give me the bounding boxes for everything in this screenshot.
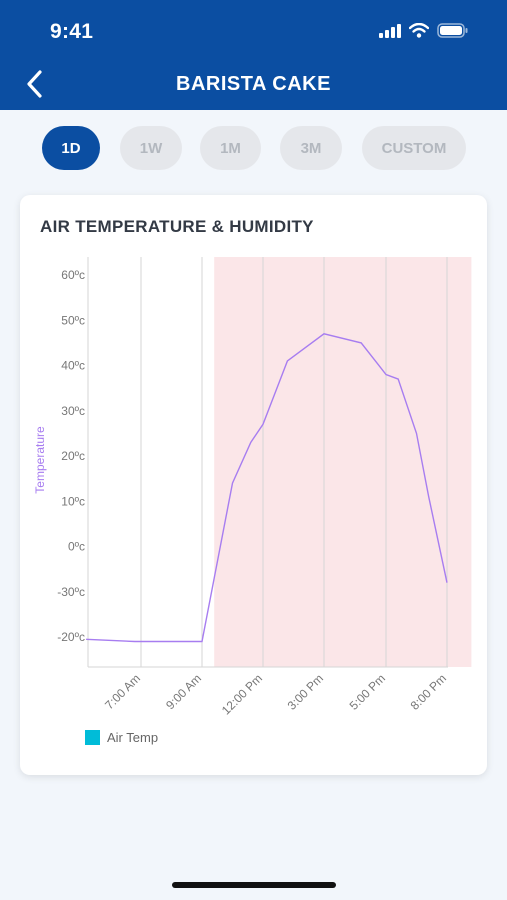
app-header: 9:41 BARISTA CAKE: [0, 0, 507, 110]
y-axis-title: Temperature: [33, 426, 47, 494]
tab-3m[interactable]: 3M: [280, 126, 342, 170]
home-indicator: [172, 882, 336, 888]
cellular-signal-icon: [379, 23, 401, 38]
tab-1m[interactable]: 1M: [200, 126, 261, 170]
status-icons: [379, 23, 469, 38]
y-tick-label-0: 60ºc: [61, 268, 85, 282]
status-time: 9:41: [50, 20, 94, 43]
time-range-tabs: 1D 1W 1M 3M CUSTOM: [0, 126, 507, 170]
x-tick-label-3: 3:00 Pm: [285, 671, 327, 713]
legend-swatch-air-temp: [85, 730, 100, 745]
y-tick-label-1: 50ºc: [61, 313, 85, 327]
highlight-band: [214, 257, 472, 667]
y-tick-label-7: -30ºc: [57, 585, 85, 599]
back-arrow-icon[interactable]: [22, 68, 48, 100]
tab-custom[interactable]: CUSTOM: [362, 126, 466, 170]
x-tick-label-2: 12:00 Pm: [219, 671, 265, 715]
legend-label-air-temp: Air Temp: [107, 730, 159, 745]
tab-1d[interactable]: 1D: [42, 126, 100, 170]
series-line-air-temp: [86, 333, 448, 643]
x-tick-label-1: 9:00 Am: [163, 671, 204, 712]
y-tick-label-8: -20ºc: [57, 630, 85, 644]
y-tick-label-5: 10ºc: [61, 494, 85, 508]
y-tick-label-3: 30ºc: [61, 404, 85, 418]
chart-legend: Air Temp: [85, 730, 158, 745]
temperature-chart: 60ºc 50ºc 40ºc 30ºc 20ºc 10ºc 0ºc -30ºc -20ºc 7:0…: [33, 257, 472, 715]
chart-title: AIR TEMPERATURE & HUMIDITY: [40, 217, 314, 236]
page-title: BARISTA CAKE: [176, 73, 331, 95]
y-tick-label-6: 0ºc: [68, 540, 85, 554]
x-tick-label-0: 7:00 Am: [102, 671, 143, 712]
chart-card: AIR TEMPERATURE & HUMIDITY 60ºc 50ºc 40ºc 3…: [20, 195, 487, 775]
battery-icon: [437, 23, 468, 38]
tab-1w[interactable]: 1W: [120, 126, 182, 170]
wifi-icon: [409, 23, 429, 38]
x-tick-label-4: 5:00 Pm: [347, 671, 389, 713]
x-tick-label-5: 8:00 Pm: [408, 671, 450, 713]
y-tick-label-2: 40ºc: [61, 359, 85, 373]
y-tick-label-4: 20ºc: [61, 449, 85, 463]
